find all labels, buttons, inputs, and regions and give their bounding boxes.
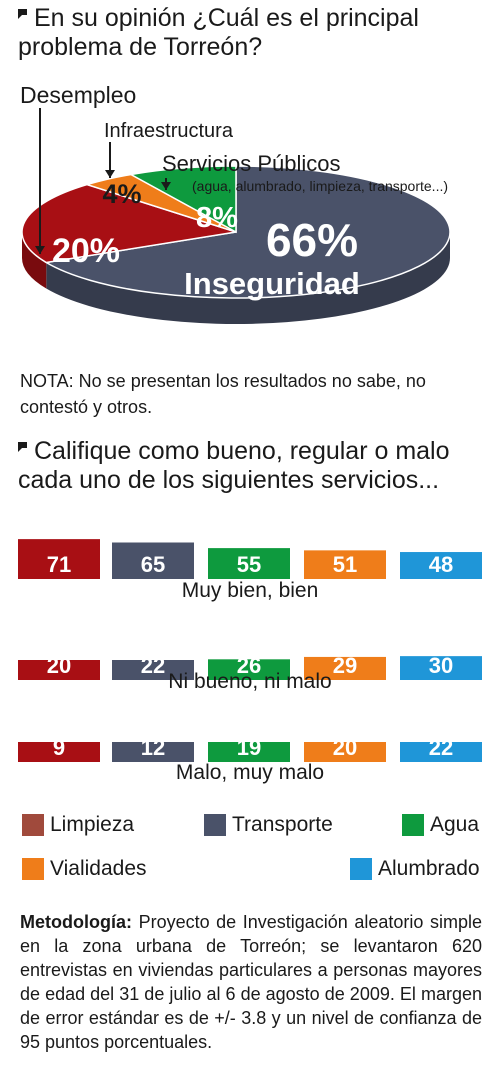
arrow-infraestructura-head: [105, 170, 115, 178]
bar-alumbrado-group-3: [400, 742, 482, 762]
pie-slice-desempleo: [21, 183, 237, 264]
pie-sublabel-servicios: (agua, alumbrado, limpieza, transporte..…: [192, 178, 448, 194]
pie-value-desempleo: 20%: [52, 232, 120, 270]
bullet-marker-icon: [18, 442, 27, 452]
legend-item-agua: Agua: [402, 813, 479, 837]
bar-value-label: 22: [429, 735, 453, 760]
pie-value-inseguridad: 66%: [266, 214, 358, 266]
legend-item-transporte: Transporte: [204, 813, 333, 837]
legend-swatch: [350, 858, 372, 880]
bar-limpieza-group-1: [18, 539, 100, 579]
methodology: Metodología: Proyecto de Investigación a…: [20, 910, 482, 1054]
bar-value-label: 30: [429, 653, 453, 678]
bar-value-label: 55: [237, 552, 261, 577]
question-1-text: En su opinión ¿Cuál es el principal prob…: [18, 4, 419, 61]
bar-transporte-group-1: [112, 542, 194, 579]
bar-value-label: 26: [237, 653, 261, 678]
arrow-desempleo-head: [35, 246, 45, 254]
bar-agua-group-3: [208, 742, 290, 762]
question-1: En su opinión ¿Cuál es el principal prob…: [18, 4, 492, 62]
arrow-servicios-head: [161, 182, 171, 190]
bar-group-label: Muy bien, bien: [182, 579, 319, 602]
bullet-marker-icon: [18, 9, 27, 19]
bar-value-label: 20: [333, 735, 357, 760]
bar-agua-group-2: [208, 659, 290, 680]
pie-value-servicios: 8%: [196, 202, 238, 234]
methodology-label: Metodología:: [20, 912, 132, 932]
bar-agua-group-1: [208, 548, 290, 579]
bar-value-label: 71: [47, 552, 71, 577]
bar-limpieza-group-3: [18, 742, 100, 762]
bar-vialidades-group-3: [304, 742, 386, 762]
pie-side-inseguridad: [46, 232, 450, 324]
legend-swatch: [22, 814, 44, 836]
note-text: NOTA: No se presentan los resultados no …: [20, 371, 426, 417]
pie-label-inseguridad: Inseguridad: [184, 266, 360, 301]
legend-label: Vialidades: [50, 857, 147, 880]
question-2-text: Califique como bueno, regular o malo cad…: [18, 437, 450, 494]
pie-side-desempleo: [22, 232, 47, 289]
legend-item-alumbrado: Alumbrado: [350, 857, 480, 881]
question-2: Califique como bueno, regular o malo cad…: [18, 437, 492, 495]
bar-value-label: 65: [141, 552, 165, 577]
methodology-text: Proyecto de Investigación aleatorio simp…: [20, 912, 482, 1052]
pie-slice-inseguridad: [44, 165, 451, 299]
bar-value-label: 22: [141, 653, 165, 678]
legend: Limpieza Transporte Agua Vialidades Alumbrad…: [0, 805, 500, 905]
bar-value-label: 12: [141, 735, 165, 760]
pie-chart: 66%Inseguridad 20% 4% 8% Desempleo Infraestru…: [20, 82, 451, 324]
bar-value-label: 51: [333, 552, 357, 577]
legend-label: Agua: [430, 813, 480, 836]
bar-value-label: 9: [53, 735, 65, 760]
bar-vialidades-group-2: [304, 656, 386, 680]
bar-group-label: Ni bueno, ni malo: [168, 670, 331, 693]
legend-swatch: [204, 814, 226, 836]
bar-chart: 71 65 55 51 48 Muy bien, bien 20 22 26 29 30 Ni bue…: [18, 539, 482, 784]
pie-label-servicios: Servicios Públicos: [162, 151, 341, 176]
bar-value-label: 48: [429, 552, 453, 577]
bar-transporte-group-3: [112, 742, 194, 762]
bar-value-label: 19: [237, 735, 261, 760]
bar-transporte-group-2: [112, 660, 194, 680]
legend-label: Alumbrado: [378, 857, 480, 880]
legend-label: Limpieza: [50, 813, 135, 836]
legend-swatch: [402, 814, 424, 836]
bar-limpieza-group-2: [18, 660, 100, 680]
legend-item-limpieza: Limpieza: [22, 813, 134, 837]
pie-value-infraestructura: 4%: [102, 179, 141, 209]
bar-vialidades-group-1: [304, 550, 386, 579]
bar-value-label: 29: [333, 653, 357, 678]
bar-group-label: Malo, muy malo: [176, 761, 324, 784]
legend-swatch: [22, 858, 44, 880]
legend-label: Transporte: [232, 813, 333, 836]
pie-label-infraestructura: Infraestructura: [104, 120, 234, 142]
pie-label-desempleo: Desempleo: [20, 82, 136, 108]
bar-alumbrado-group-2: [400, 656, 482, 680]
pie-slice-servicios-p-blicos: [128, 165, 237, 234]
legend-item-vialidades: Vialidades: [22, 857, 147, 881]
bar-value-label: 20: [47, 653, 71, 678]
bar-alumbrado-group-1: [400, 552, 482, 579]
